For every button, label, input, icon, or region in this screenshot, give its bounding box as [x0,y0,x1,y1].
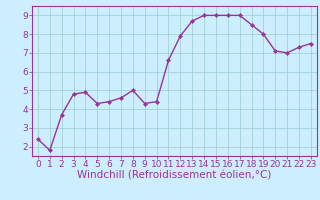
X-axis label: Windchill (Refroidissement éolien,°C): Windchill (Refroidissement éolien,°C) [77,171,272,181]
